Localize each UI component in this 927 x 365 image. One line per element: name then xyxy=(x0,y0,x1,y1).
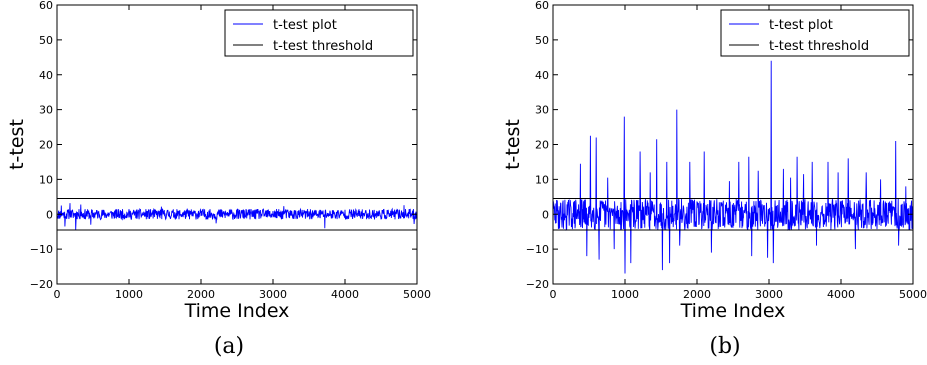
x-tick-label: 3000 xyxy=(259,288,287,301)
legend-label: t-test threshold xyxy=(769,39,869,54)
legend-label: t-test plot xyxy=(769,18,833,33)
x-tick-label: 4000 xyxy=(827,288,855,301)
x-axis-label: Time Index xyxy=(184,300,290,322)
x-tick-label: 3000 xyxy=(755,288,783,301)
y-tick-label: 30 xyxy=(535,104,549,117)
y-tick-label: −20 xyxy=(30,278,53,291)
legend-box xyxy=(224,9,414,57)
legend-label: t-test threshold xyxy=(273,39,373,54)
y-tick-label: −10 xyxy=(30,243,53,256)
y-tick-label: 40 xyxy=(39,69,53,82)
x-tick-label: 2000 xyxy=(187,288,215,301)
panel-caption: (a) xyxy=(214,334,244,359)
y-tick-label: 40 xyxy=(535,69,549,82)
y-tick-label: 30 xyxy=(39,104,53,117)
y-tick-label: −10 xyxy=(526,243,549,256)
chart-panel-b: 0 1000 2000 3000 4000 5000 −20 −10 0 10 20 30 40 50 60… xyxy=(502,0,927,359)
y-tick-label: 20 xyxy=(39,139,53,152)
y-axis-label: t-test xyxy=(6,119,28,170)
y-tick-label: 0 xyxy=(46,208,53,221)
y-axis-label: t-test xyxy=(502,119,524,170)
y-tick-label: 10 xyxy=(39,173,53,186)
series-line-t-test-plot xyxy=(56,203,418,230)
y-tick-label: 50 xyxy=(535,34,549,47)
y-tick-label: 10 xyxy=(535,173,549,186)
y-tick-label: 20 xyxy=(535,139,549,152)
x-tick-label: 2000 xyxy=(683,288,711,301)
panel-caption: (b) xyxy=(709,334,740,359)
series-line-t-test-plot xyxy=(552,60,914,274)
legend-label: t-test plot xyxy=(273,18,337,33)
x-axis-label: Time Index xyxy=(680,300,786,322)
y-tick-label: 60 xyxy=(535,0,549,12)
x-tick-label: 4000 xyxy=(331,288,359,301)
chart-panel-a: 0 1000 2000 3000 4000 5000 −20 −10 0 10 20 30 40 50 60… xyxy=(6,0,431,359)
x-tick-label: 1000 xyxy=(611,288,639,301)
x-tick-label: 0 xyxy=(550,288,557,301)
x-tick-label: 5000 xyxy=(403,288,431,301)
y-tick-label: 0 xyxy=(542,208,549,221)
legend-box xyxy=(720,9,910,57)
y-tick-label: 50 xyxy=(39,34,53,47)
x-tick-label: 0 xyxy=(54,288,61,301)
x-tick-label: 1000 xyxy=(115,288,143,301)
legend: t-test plot t-test threshold xyxy=(224,9,414,57)
legend: t-test plot t-test threshold xyxy=(720,9,910,57)
y-tick-label: 60 xyxy=(39,0,53,12)
y-tick-label: −20 xyxy=(526,278,549,291)
x-tick-label: 5000 xyxy=(899,288,927,301)
